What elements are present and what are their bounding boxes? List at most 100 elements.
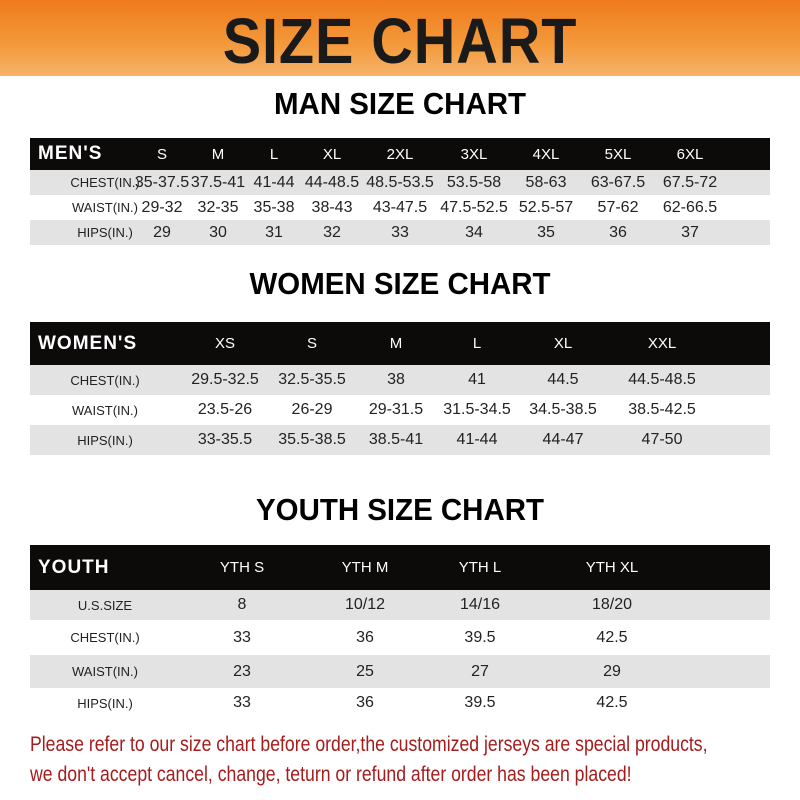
table-cell: 33 <box>391 223 409 241</box>
size-header-cell: YTH L <box>458 559 502 576</box>
table-cell: 41-44 <box>456 431 498 448</box>
table-cell: 33 <box>233 694 251 711</box>
table-row: HIPS(IN.) 33 36 39.5 42.5 <box>30 688 770 718</box>
table-cell: 26-29 <box>291 401 333 418</box>
table-row: CHEST(IN.) 35-37.5 37.5-41 41-44 44-48.5 48.5… <box>30 170 770 195</box>
size-header-cell: L <box>472 335 482 352</box>
table-cell: 29.5-32.5 <box>191 371 259 388</box>
size-header-cell: YTH M <box>341 559 389 576</box>
table-header-row: YOUTH YTH S YTH M YTH L YTH XL <box>30 545 770 590</box>
table-cell: 23.5-26 <box>197 401 253 418</box>
table-title-cell: MEN'S <box>38 143 103 164</box>
table-cell: 35.5-38.5 <box>278 431 346 448</box>
row-label: WAIST(IN.) <box>72 402 138 418</box>
table-cell: 31.5-34.5 <box>443 401 511 418</box>
table-cell: 35 <box>537 223 555 241</box>
table-cell: 67.5-72 <box>662 173 718 191</box>
table-cell: 37 <box>681 223 699 241</box>
table-cell: 38.5-42.5 <box>628 401 696 418</box>
table-cell: 8 <box>237 596 247 613</box>
table-cell: 39.5 <box>464 628 496 646</box>
table-cell: 33-35.5 <box>197 431 253 448</box>
row-label: HIPS(IN.) <box>77 225 133 240</box>
table-cell: 30 <box>209 223 227 241</box>
table-row: CHEST(IN.) 33 36 39.5 42.5 <box>30 620 770 655</box>
table-cell: 35-37.5 <box>134 173 190 191</box>
table-cell: 38-43 <box>311 198 353 216</box>
size-header-cell: M <box>389 335 403 352</box>
row-label: CHEST(IN.) <box>70 630 140 645</box>
table-cell: 23 <box>233 662 251 680</box>
size-header-cell: 4XL <box>532 145 560 163</box>
table-cell: 57-62 <box>597 198 639 216</box>
table-cell: 41 <box>468 371 486 388</box>
notice-line-1: Please refer to our size chart before or… <box>30 733 708 756</box>
table-cell: 27 <box>471 662 489 680</box>
size-header-cell: YTH XL <box>585 559 639 576</box>
size-header-cell: XL <box>322 145 342 163</box>
table-cell: 32-35 <box>197 198 239 216</box>
table-title-cell: YOUTH <box>38 556 110 578</box>
table-row: CHEST(IN.) 29.5-32.5 32.5-35.5 38 41 44.5 44.5… <box>30 365 770 395</box>
table-row: WAIST(IN.) 23 25 27 29 <box>30 655 770 688</box>
table-cell: 53.5-58 <box>446 173 502 191</box>
row-label: U.S.SIZE <box>77 597 133 613</box>
table-cell: 29-31.5 <box>368 401 424 418</box>
table-cell: 39.5 <box>464 694 496 711</box>
table-cell: 36 <box>356 628 374 646</box>
table-cell: 42.5 <box>596 628 628 646</box>
table-cell: 44.5 <box>547 371 579 388</box>
table-cell: 31 <box>265 223 283 241</box>
size-header-cell: 5XL <box>604 145 632 163</box>
table-cell: 44.5-48.5 <box>628 371 696 388</box>
row-label: CHEST(IN.) <box>70 372 140 388</box>
table-cell: 62-66.5 <box>662 198 718 216</box>
table-cell: 18/20 <box>591 596 633 613</box>
table-cell: 34 <box>465 223 483 241</box>
table-cell: 29 <box>153 223 171 241</box>
table-cell: 52.5-57 <box>518 198 574 216</box>
table-cell: 36 <box>609 223 627 241</box>
table-cell: 42.5 <box>596 694 628 711</box>
table-cell: 41-44 <box>253 173 295 191</box>
size-header-cell: S <box>156 145 168 163</box>
size-header-cell: YTH S <box>219 559 265 576</box>
table-header-row: MEN'S S M L XL 2XL 3XL 4XL 5XL 6XL <box>30 138 770 170</box>
table-cell: 38.5-41 <box>368 431 424 448</box>
table-header-row: WOMEN'S XS S M L XL XXL <box>30 322 770 365</box>
table-row: HIPS(IN.) 33-35.5 35.5-38.5 38.5-41 41-44 44-… <box>30 425 770 455</box>
table-cell: 36 <box>356 694 374 711</box>
men-title: MAN SIZE CHART <box>274 86 526 121</box>
table-cell: 44-48.5 <box>304 173 360 191</box>
size-header-cell: 6XL <box>676 145 704 163</box>
row-label: HIPS(IN.) <box>77 695 133 711</box>
table-row: U.S.SIZE 8 10/12 14/16 18/20 <box>30 590 770 620</box>
table-cell: 32.5-35.5 <box>278 371 346 388</box>
table-cell: 14/16 <box>459 596 501 613</box>
size-header-cell: M <box>211 145 225 163</box>
table-row: WAIST(IN.) 29-32 32-35 35-38 38-43 43-47.5 47.… <box>30 195 770 220</box>
size-header-cell: 3XL <box>460 145 488 163</box>
table-row: WAIST(IN.) 23.5-26 26-29 29-31.5 31.5-34.5 34… <box>30 395 770 425</box>
table-cell: 44-47 <box>542 431 584 448</box>
table-cell: 33 <box>233 628 251 646</box>
table-cell: 32 <box>323 223 341 241</box>
table-cell: 29 <box>603 662 621 680</box>
table-row: HIPS(IN.) 29 30 31 32 33 34 35 36 37 <box>30 220 770 245</box>
table-title-cell: WOMEN'S <box>38 332 138 354</box>
table-cell: 37.5-41 <box>190 173 246 191</box>
size-header-cell: XL <box>553 335 573 352</box>
table-cell: 25 <box>356 662 374 680</box>
youth-title: YOUTH SIZE CHART <box>256 492 544 527</box>
table-cell: 47-50 <box>641 431 683 448</box>
size-header-cell: 2XL <box>386 145 414 163</box>
notice-line-2: we don't accept cancel, change, teturn o… <box>30 763 632 786</box>
table-cell: 10/12 <box>344 596 386 613</box>
banner: SIZE CHART <box>0 0 800 77</box>
row-label: CHEST(IN.) <box>70 175 140 190</box>
size-header-cell: XXL <box>647 335 677 352</box>
table-cell: 47.5-52.5 <box>440 198 508 216</box>
table-cell: 34.5-38.5 <box>529 401 597 418</box>
table-cell: 58-63 <box>525 173 567 191</box>
row-label: WAIST(IN.) <box>72 200 138 215</box>
